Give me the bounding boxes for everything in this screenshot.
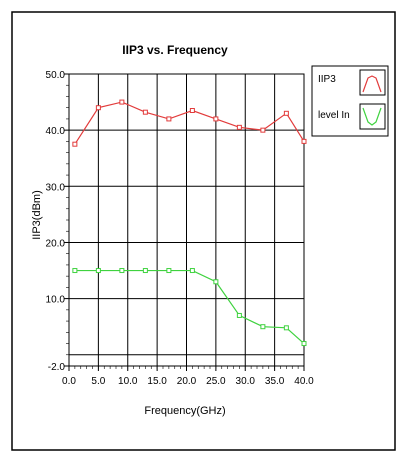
x-tick-label: 20.0 xyxy=(177,376,197,387)
data-point-iip3 xyxy=(236,124,242,130)
x-tick-label: 40.0 xyxy=(294,376,314,387)
grid-lines xyxy=(64,73,305,371)
x-tick-label: 25.0 xyxy=(206,376,226,387)
data-point-iip3 xyxy=(260,127,266,133)
y-tick-label: -2.0 xyxy=(48,362,66,373)
data-point-level-in xyxy=(95,268,101,274)
data-point-level-in xyxy=(72,268,78,274)
data-point-level-in xyxy=(213,279,219,285)
data-point-level-in xyxy=(301,341,307,347)
data-point-level-in xyxy=(260,324,266,330)
data-point-iip3 xyxy=(119,99,125,105)
series-layer xyxy=(72,99,307,347)
data-point-level-in xyxy=(119,268,125,274)
y-axis-label: IIP3(dBm) xyxy=(31,190,43,240)
x-tick-label: 15.0 xyxy=(147,376,167,387)
chart-title: IIP3 vs. Frequency xyxy=(122,43,228,57)
x-tick-label: 35.0 xyxy=(265,376,285,387)
data-point-iip3 xyxy=(189,108,195,113)
legend-label-iip3: IIP3 xyxy=(318,74,336,85)
data-point-iip3 xyxy=(166,116,172,122)
x-tick-labels: 0.0 5.0 10.0 15.0 20.0 25.0 30.0 35.0 40.0 xyxy=(62,376,314,387)
data-point-iip3 xyxy=(72,141,78,147)
data-point-level-in xyxy=(142,268,148,274)
data-point-iip3 xyxy=(283,110,289,116)
y-tick-labels: 50.0 40.0 30.0 20.0 10.0 -2.0 xyxy=(46,70,66,373)
y-tick-label: 50.0 xyxy=(46,70,66,81)
data-point-level-in xyxy=(283,325,289,331)
y-tick-label: 10.0 xyxy=(46,295,66,306)
data-point-iip3 xyxy=(301,138,307,144)
y-tick-label: 30.0 xyxy=(46,182,66,193)
x-tick-label: 30.0 xyxy=(236,376,256,387)
x-tick-label: 0.0 xyxy=(62,376,76,387)
legend-line-level-in xyxy=(362,107,382,126)
legend-label-level-in: level In xyxy=(318,110,350,121)
y-tick-label: 20.0 xyxy=(46,238,66,249)
x-axis-label: Frequency(GHz) xyxy=(144,405,225,417)
x-tick-label: 5.0 xyxy=(91,376,105,387)
legend-line-iip3 xyxy=(362,75,382,93)
x-tick-label: 10.0 xyxy=(118,376,138,387)
legend: IIP3 level In xyxy=(311,65,389,137)
y-tick-label: 40.0 xyxy=(46,126,66,137)
data-point-iip3 xyxy=(142,109,148,115)
data-point-iip3 xyxy=(213,116,219,122)
data-point-iip3 xyxy=(95,105,101,111)
data-point-level-in xyxy=(236,312,242,318)
data-point-level-in xyxy=(189,268,195,274)
data-point-level-in xyxy=(166,268,172,274)
